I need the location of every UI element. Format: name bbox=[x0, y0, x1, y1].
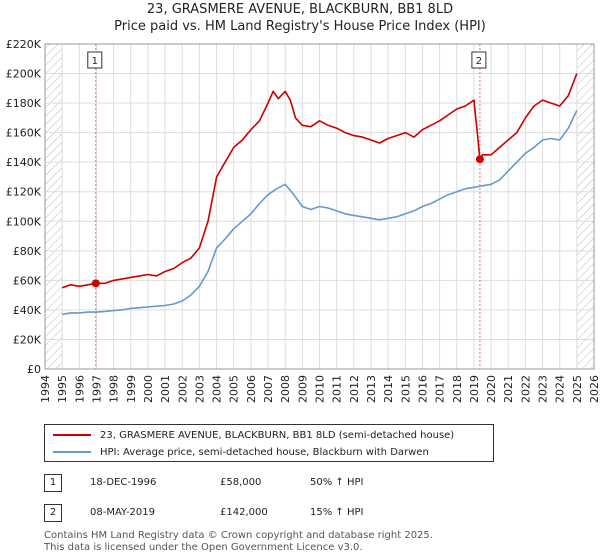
y-tick-label: £160K bbox=[6, 127, 42, 140]
x-tick-label: 2003 bbox=[193, 375, 206, 403]
x-tick-label: 2010 bbox=[314, 375, 327, 403]
legend-label-hpi: HPI: Average price, semi-detached house,… bbox=[100, 446, 429, 458]
sale-date: 08-MAY-2019 bbox=[90, 507, 156, 518]
y-tick-label: £0 bbox=[27, 363, 41, 376]
y-tick-label: £180K bbox=[6, 97, 42, 110]
x-tick-label: 1995 bbox=[56, 375, 69, 403]
sale-date: 18-DEC-1996 bbox=[90, 477, 157, 488]
y-tick-label: £100K bbox=[6, 215, 42, 228]
plot-frame bbox=[44, 43, 595, 370]
x-tick-label: 1997 bbox=[90, 375, 103, 403]
sale-label-box bbox=[87, 51, 103, 69]
x-tick-label: 1998 bbox=[108, 375, 121, 403]
x-tick-label: 2001 bbox=[159, 375, 172, 403]
x-tick-label: 2018 bbox=[451, 375, 464, 403]
price-chart: £0 £20K £40K £60K £80K £100K £120K £140K £160K £1… bbox=[6, 38, 600, 403]
footer-copyright: Contains HM Land Registry data © Crown c… bbox=[44, 530, 433, 541]
y-tick-label: £200K bbox=[6, 68, 42, 81]
sale-price: £58,000 bbox=[220, 477, 262, 488]
y-tick-label: £20K bbox=[13, 333, 42, 346]
x-tick-label: 2008 bbox=[279, 375, 292, 403]
sale-hpi-change: 50% ↑ HPI bbox=[310, 477, 364, 488]
x-tick-label: 2007 bbox=[262, 375, 275, 403]
sale-label-number: 1 bbox=[92, 56, 98, 67]
sale-price: £142,000 bbox=[220, 507, 268, 518]
x-tick-label: 2000 bbox=[142, 375, 155, 403]
legend-item-property: 23, GRASMERE AVENUE, BLACKBURN, BB1 8LD … bbox=[53, 427, 454, 443]
x-tick-label: 2020 bbox=[485, 375, 498, 403]
x-tick-label: 2023 bbox=[537, 375, 550, 403]
chart-subtitle: Price paid vs. HM Land Registry's House … bbox=[114, 19, 486, 34]
x-tick-label: 2002 bbox=[176, 375, 189, 403]
legend-item-hpi: HPI: Average price, semi-detached house,… bbox=[53, 444, 429, 460]
x-tick-label: 2014 bbox=[382, 375, 395, 403]
legend-swatch-hpi bbox=[53, 451, 91, 453]
x-tick-label: 1999 bbox=[125, 375, 138, 403]
x-tick-label: 1994 bbox=[39, 375, 52, 403]
sale-label-box bbox=[471, 51, 487, 69]
x-tick-label: 2011 bbox=[331, 375, 344, 403]
x-tick-label: 2017 bbox=[434, 375, 447, 403]
x-tick-label: 2022 bbox=[519, 375, 532, 403]
hatched-region bbox=[576, 44, 594, 369]
x-tick-label: 2004 bbox=[211, 375, 224, 403]
y-tick-label: £60K bbox=[13, 274, 42, 287]
sale-label-number: 2 bbox=[476, 56, 482, 67]
x-tick-label: 2016 bbox=[416, 375, 429, 403]
x-tick-label: 2013 bbox=[365, 375, 378, 403]
sale-point bbox=[475, 155, 484, 164]
x-tick-label: 2026 bbox=[588, 375, 600, 403]
x-tick-label: 2012 bbox=[348, 375, 361, 403]
x-tick-label: 1996 bbox=[73, 375, 86, 403]
sale-row: 2 08-MAY-2019 £142,000 15% ↑ HPI bbox=[44, 504, 404, 524]
sale-hpi-change: 15% ↑ HPI bbox=[310, 507, 364, 518]
hpi-series-line bbox=[62, 110, 578, 316]
y-tick-label: £120K bbox=[6, 186, 42, 199]
sale-number-badge: 1 bbox=[44, 474, 62, 492]
y-tick-label: £40K bbox=[13, 304, 42, 317]
y-tick-label: £80K bbox=[13, 245, 42, 258]
x-tick-label: 2009 bbox=[296, 375, 309, 403]
footer-licence: This data is licensed under the Open Gov… bbox=[44, 542, 363, 553]
y-tick-label: £220K bbox=[6, 38, 42, 51]
hatched-region bbox=[45, 44, 63, 369]
sale-point bbox=[91, 279, 100, 288]
x-tick-label: 2021 bbox=[502, 375, 515, 403]
x-tick-label: 2024 bbox=[554, 375, 567, 403]
y-tick-label: £140K bbox=[6, 156, 42, 169]
x-tick-label: 2006 bbox=[245, 375, 258, 403]
sale-number-badge: 2 bbox=[44, 504, 62, 522]
property-series-line bbox=[61, 73, 578, 289]
x-tick-label: 2019 bbox=[468, 375, 481, 403]
x-tick-label: 2015 bbox=[399, 375, 412, 403]
legend-swatch-property bbox=[53, 434, 91, 436]
sale-row: 1 18-DEC-1996 £58,000 50% ↑ HPI bbox=[44, 474, 404, 494]
legend: 23, GRASMERE AVENUE, BLACKBURN, BB1 8LD … bbox=[44, 424, 494, 462]
chart-title: 23, GRASMERE AVENUE, BLACKBURN, BB1 8LD bbox=[146, 2, 454, 17]
x-tick-label: 2005 bbox=[228, 375, 241, 403]
legend-label-property: 23, GRASMERE AVENUE, BLACKBURN, BB1 8LD … bbox=[100, 429, 455, 441]
x-tick-label: 2025 bbox=[571, 375, 584, 403]
